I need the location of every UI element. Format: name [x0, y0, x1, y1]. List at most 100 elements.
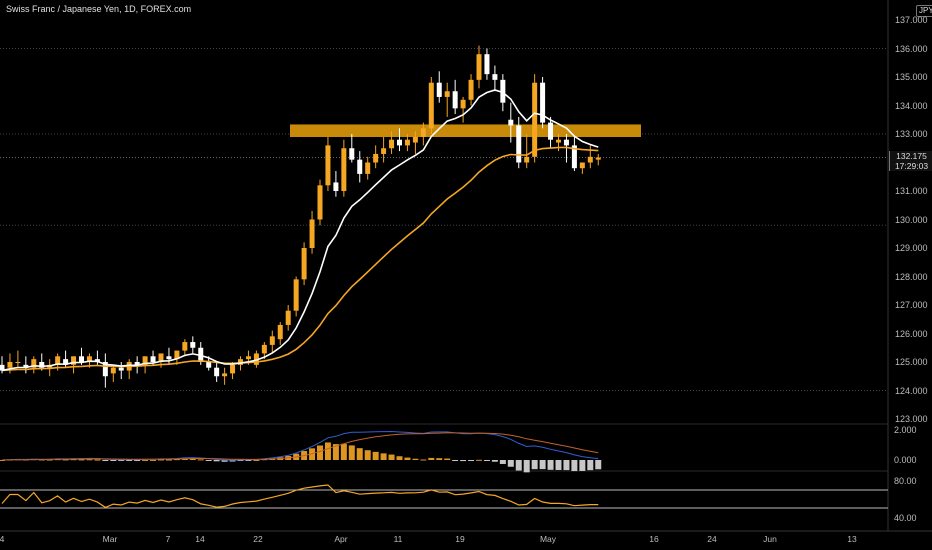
- price-tick-label: 129.000: [895, 243, 928, 253]
- candle-body: [436, 82, 442, 97]
- macd-histogram-bar: [229, 460, 236, 462]
- candle-body: [365, 162, 371, 174]
- currency-badge[interactable]: JPY: [916, 5, 932, 17]
- time-tick-label: 4: [0, 534, 5, 544]
- macd-histogram-bar: [444, 458, 451, 460]
- macd-histogram-bar: [539, 460, 546, 470]
- time-tick-label: 13: [847, 534, 857, 544]
- macd-histogram-bar: [134, 460, 141, 461]
- macd-histogram-bar: [579, 460, 586, 471]
- candle-body: [253, 353, 259, 365]
- candle-body: [134, 362, 140, 365]
- ema-fast-line: [1, 89, 599, 372]
- candle-body: [182, 342, 188, 351]
- macd-histogram-bar: [515, 460, 522, 471]
- candle-body: [389, 139, 395, 149]
- macd-histogram-bar: [483, 460, 490, 461]
- macd-histogram-bar: [46, 459, 53, 461]
- candle-body: [110, 367, 116, 374]
- macd-histogram-bar: [555, 460, 562, 470]
- macd-histogram-bar: [78, 459, 85, 461]
- macd-histogram-bar: [595, 460, 602, 470]
- macd-histogram-bar: [173, 459, 180, 461]
- candle-body: [7, 362, 13, 368]
- last-price-value: 132.175: [896, 151, 927, 161]
- macd-histogram-bar: [499, 460, 506, 464]
- candle-body: [556, 139, 561, 143]
- candle-body: [309, 219, 315, 248]
- rsi-line: [1, 484, 599, 509]
- macd-histogram-bar: [523, 460, 530, 473]
- signal-line: [1, 432, 599, 461]
- macd-histogram-bar: [118, 460, 125, 461]
- rsi-tick-80: 80.00: [894, 476, 917, 486]
- candle-body: [39, 362, 45, 368]
- candle-body: [94, 359, 100, 362]
- candle-body: [31, 359, 37, 368]
- macd-histogram-bar: [158, 459, 164, 461]
- candle-body: [222, 373, 228, 377]
- candle-body: [524, 156, 530, 163]
- candle-body: [214, 367, 220, 377]
- price-tick-label: 123.000: [895, 414, 928, 424]
- candle-body: [71, 356, 77, 365]
- macd-histogram-bar: [110, 460, 117, 461]
- price-tick-label: 130.000: [895, 214, 928, 225]
- macd-histogram-bar: [150, 459, 157, 461]
- macd-histogram-bar: [428, 457, 435, 460]
- last-price-tag: 132.175 17:29:03: [889, 151, 932, 171]
- time-tick-label: 7: [165, 534, 171, 544]
- candle-body: [540, 82, 546, 123]
- macd-histogram-bar: [62, 459, 69, 461]
- macd-histogram-bar: [86, 459, 93, 461]
- bar-countdown: 17:29:03: [894, 161, 929, 171]
- candle-body: [102, 362, 108, 377]
- candle-body: [63, 359, 69, 365]
- time-tick-label: 16: [649, 534, 659, 544]
- candle-body: [587, 156, 593, 163]
- candle-body: [277, 324, 283, 340]
- time-tick-label: 11: [393, 534, 403, 544]
- candle-body: [500, 79, 506, 103]
- time-tick-label: Mar: [102, 534, 118, 544]
- candle-body: [325, 145, 331, 186]
- macd-histogram-bar: [324, 442, 331, 460]
- candle-body: [476, 54, 482, 80]
- macd-histogram-bar: [507, 460, 514, 467]
- candle-body: [444, 91, 450, 97]
- macd-histogram-bar: [388, 454, 395, 460]
- candle-body: [412, 136, 418, 143]
- candle-body: [230, 364, 236, 374]
- candle-body: [357, 159, 363, 174]
- macd-histogram-bar: [468, 460, 475, 461]
- price-tick-label: 133.000: [895, 129, 928, 139]
- macd-histogram-bar: [189, 458, 196, 460]
- macd-histogram-bar: [491, 460, 498, 462]
- candle-body: [341, 148, 347, 191]
- candle-body: [79, 356, 84, 362]
- macd-histogram-bar: [197, 459, 204, 461]
- candle-body: [245, 356, 251, 360]
- candle-body: [55, 356, 61, 365]
- candle-body: [0, 364, 5, 371]
- macd-histogram-bar: [372, 451, 379, 460]
- candle-body: [15, 362, 21, 363]
- macd-histogram-bar: [245, 460, 252, 461]
- macd-histogram-bar: [348, 445, 355, 460]
- time-tick-label: Jun: [763, 534, 777, 544]
- candle-body: [317, 185, 323, 220]
- macd-histogram-bar: [70, 459, 77, 461]
- candle-body: [206, 362, 212, 368]
- resistance-zone: [290, 124, 641, 137]
- candle-body: [190, 342, 196, 348]
- candle-body: [516, 125, 522, 163]
- price-tick-label: 124.000: [895, 385, 928, 396]
- candle-body: [460, 99, 466, 109]
- time-tick-label: 19: [455, 534, 465, 544]
- candle-body: [532, 82, 538, 157]
- time-tick-label: 24: [707, 534, 717, 544]
- candle-body: [166, 356, 172, 360]
- candle-body: [571, 145, 577, 169]
- macd-histogram-bar: [452, 460, 459, 461]
